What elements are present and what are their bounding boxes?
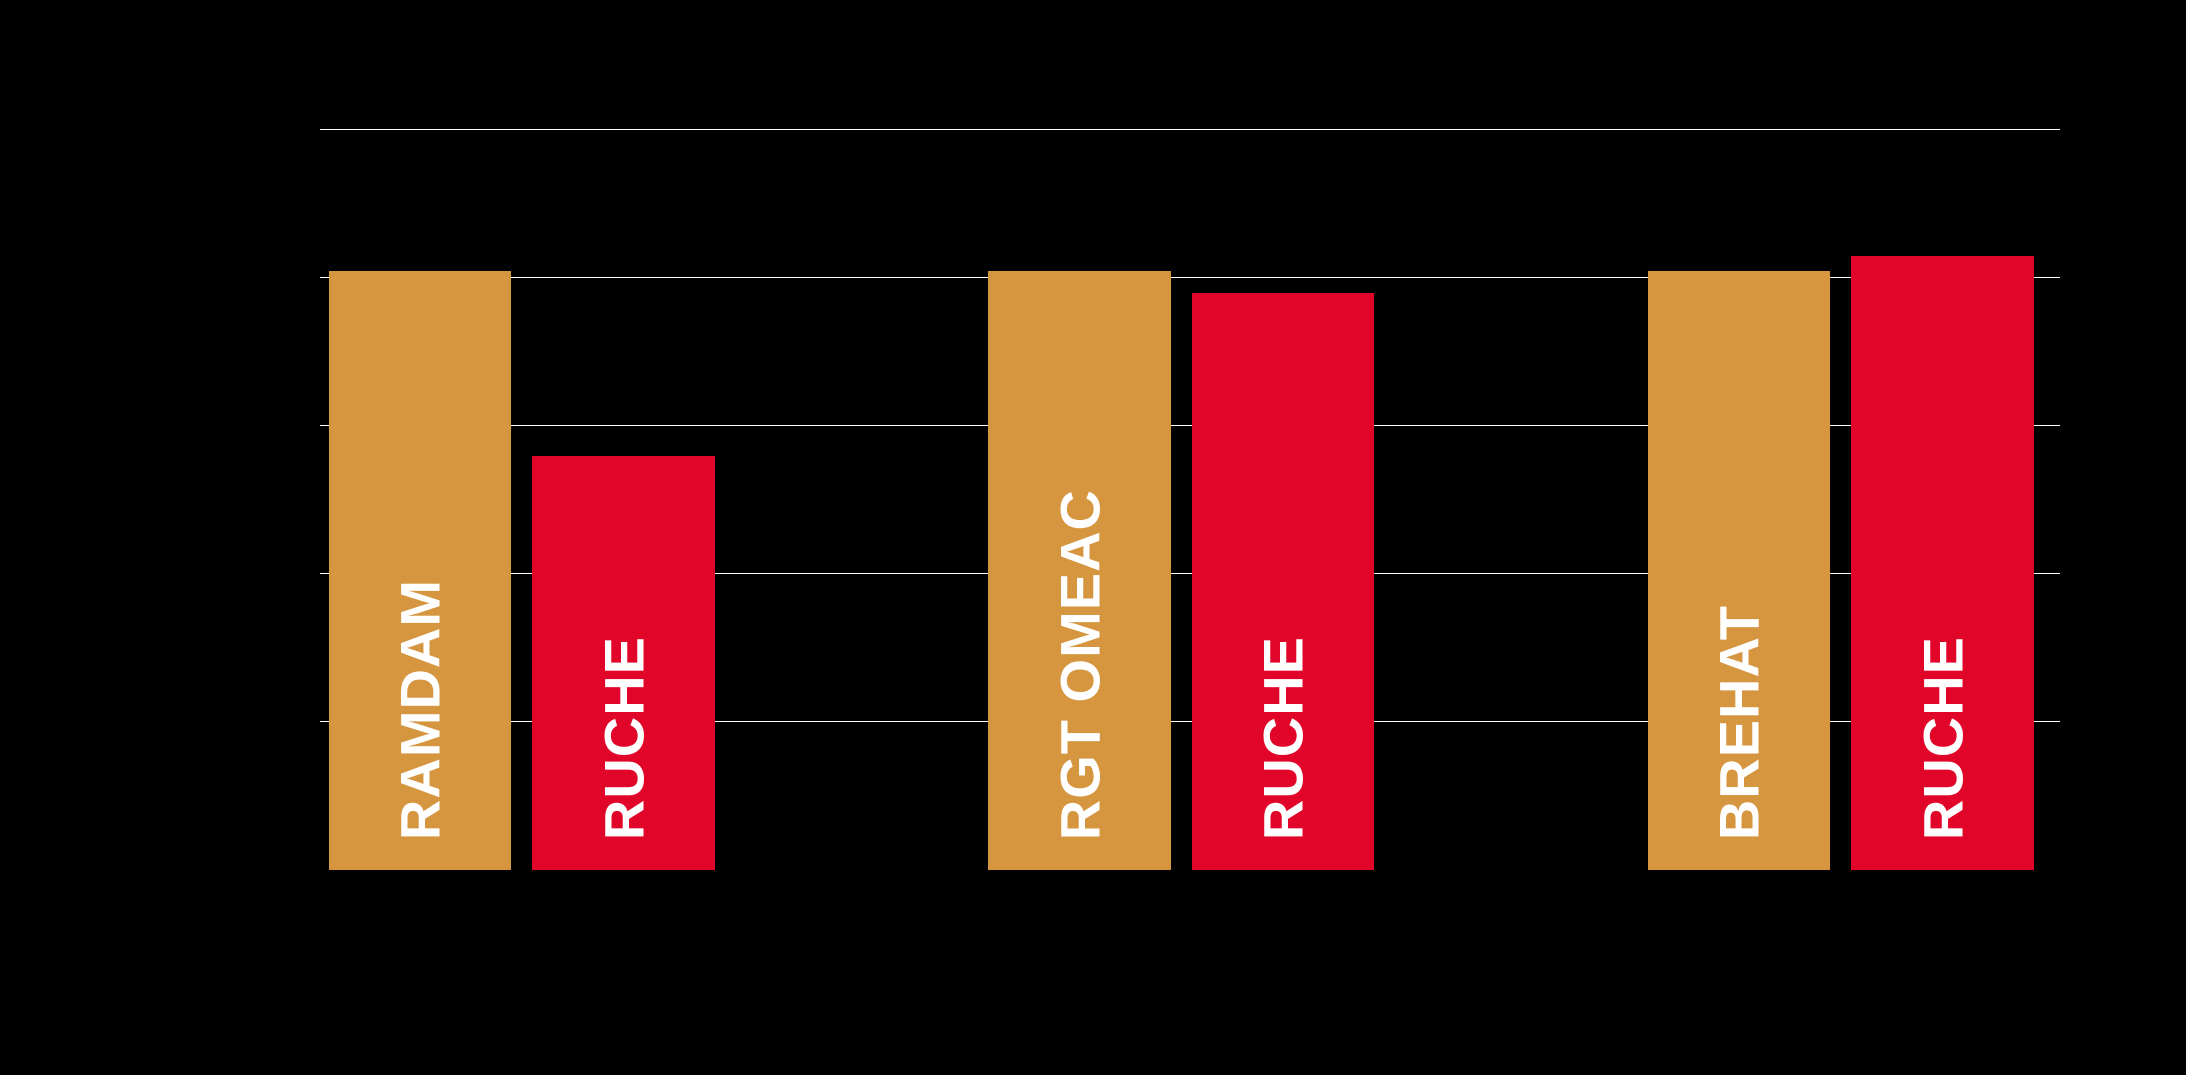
bar: RUCHE (1851, 256, 2034, 870)
bar-label: RGT OMEAC (1047, 489, 1112, 840)
bar: RUCHE (1192, 293, 1375, 870)
bar-label: BREHAT (1706, 605, 1771, 840)
bar: RGT OMEAC (988, 271, 1171, 870)
bars-container: RAMDAM RUCHE RGT OMEAC RUCHE BREHAT RUCHE (320, 130, 2060, 870)
bar: BREHAT (1648, 271, 1831, 870)
bar: RUCHE (532, 456, 715, 870)
plot-area: RAMDAM RUCHE RGT OMEAC RUCHE BREHAT RUCHE (320, 130, 2060, 870)
bar: RAMDAM (329, 271, 512, 870)
bar-chart: RAMDAM RUCHE RGT OMEAC RUCHE BREHAT RUCHE (0, 0, 2186, 1075)
bar-label: RUCHE (1910, 636, 1975, 840)
bar-label: RUCHE (591, 636, 656, 840)
bar-label: RUCHE (1251, 636, 1316, 840)
bar-label: RAMDAM (388, 579, 453, 840)
